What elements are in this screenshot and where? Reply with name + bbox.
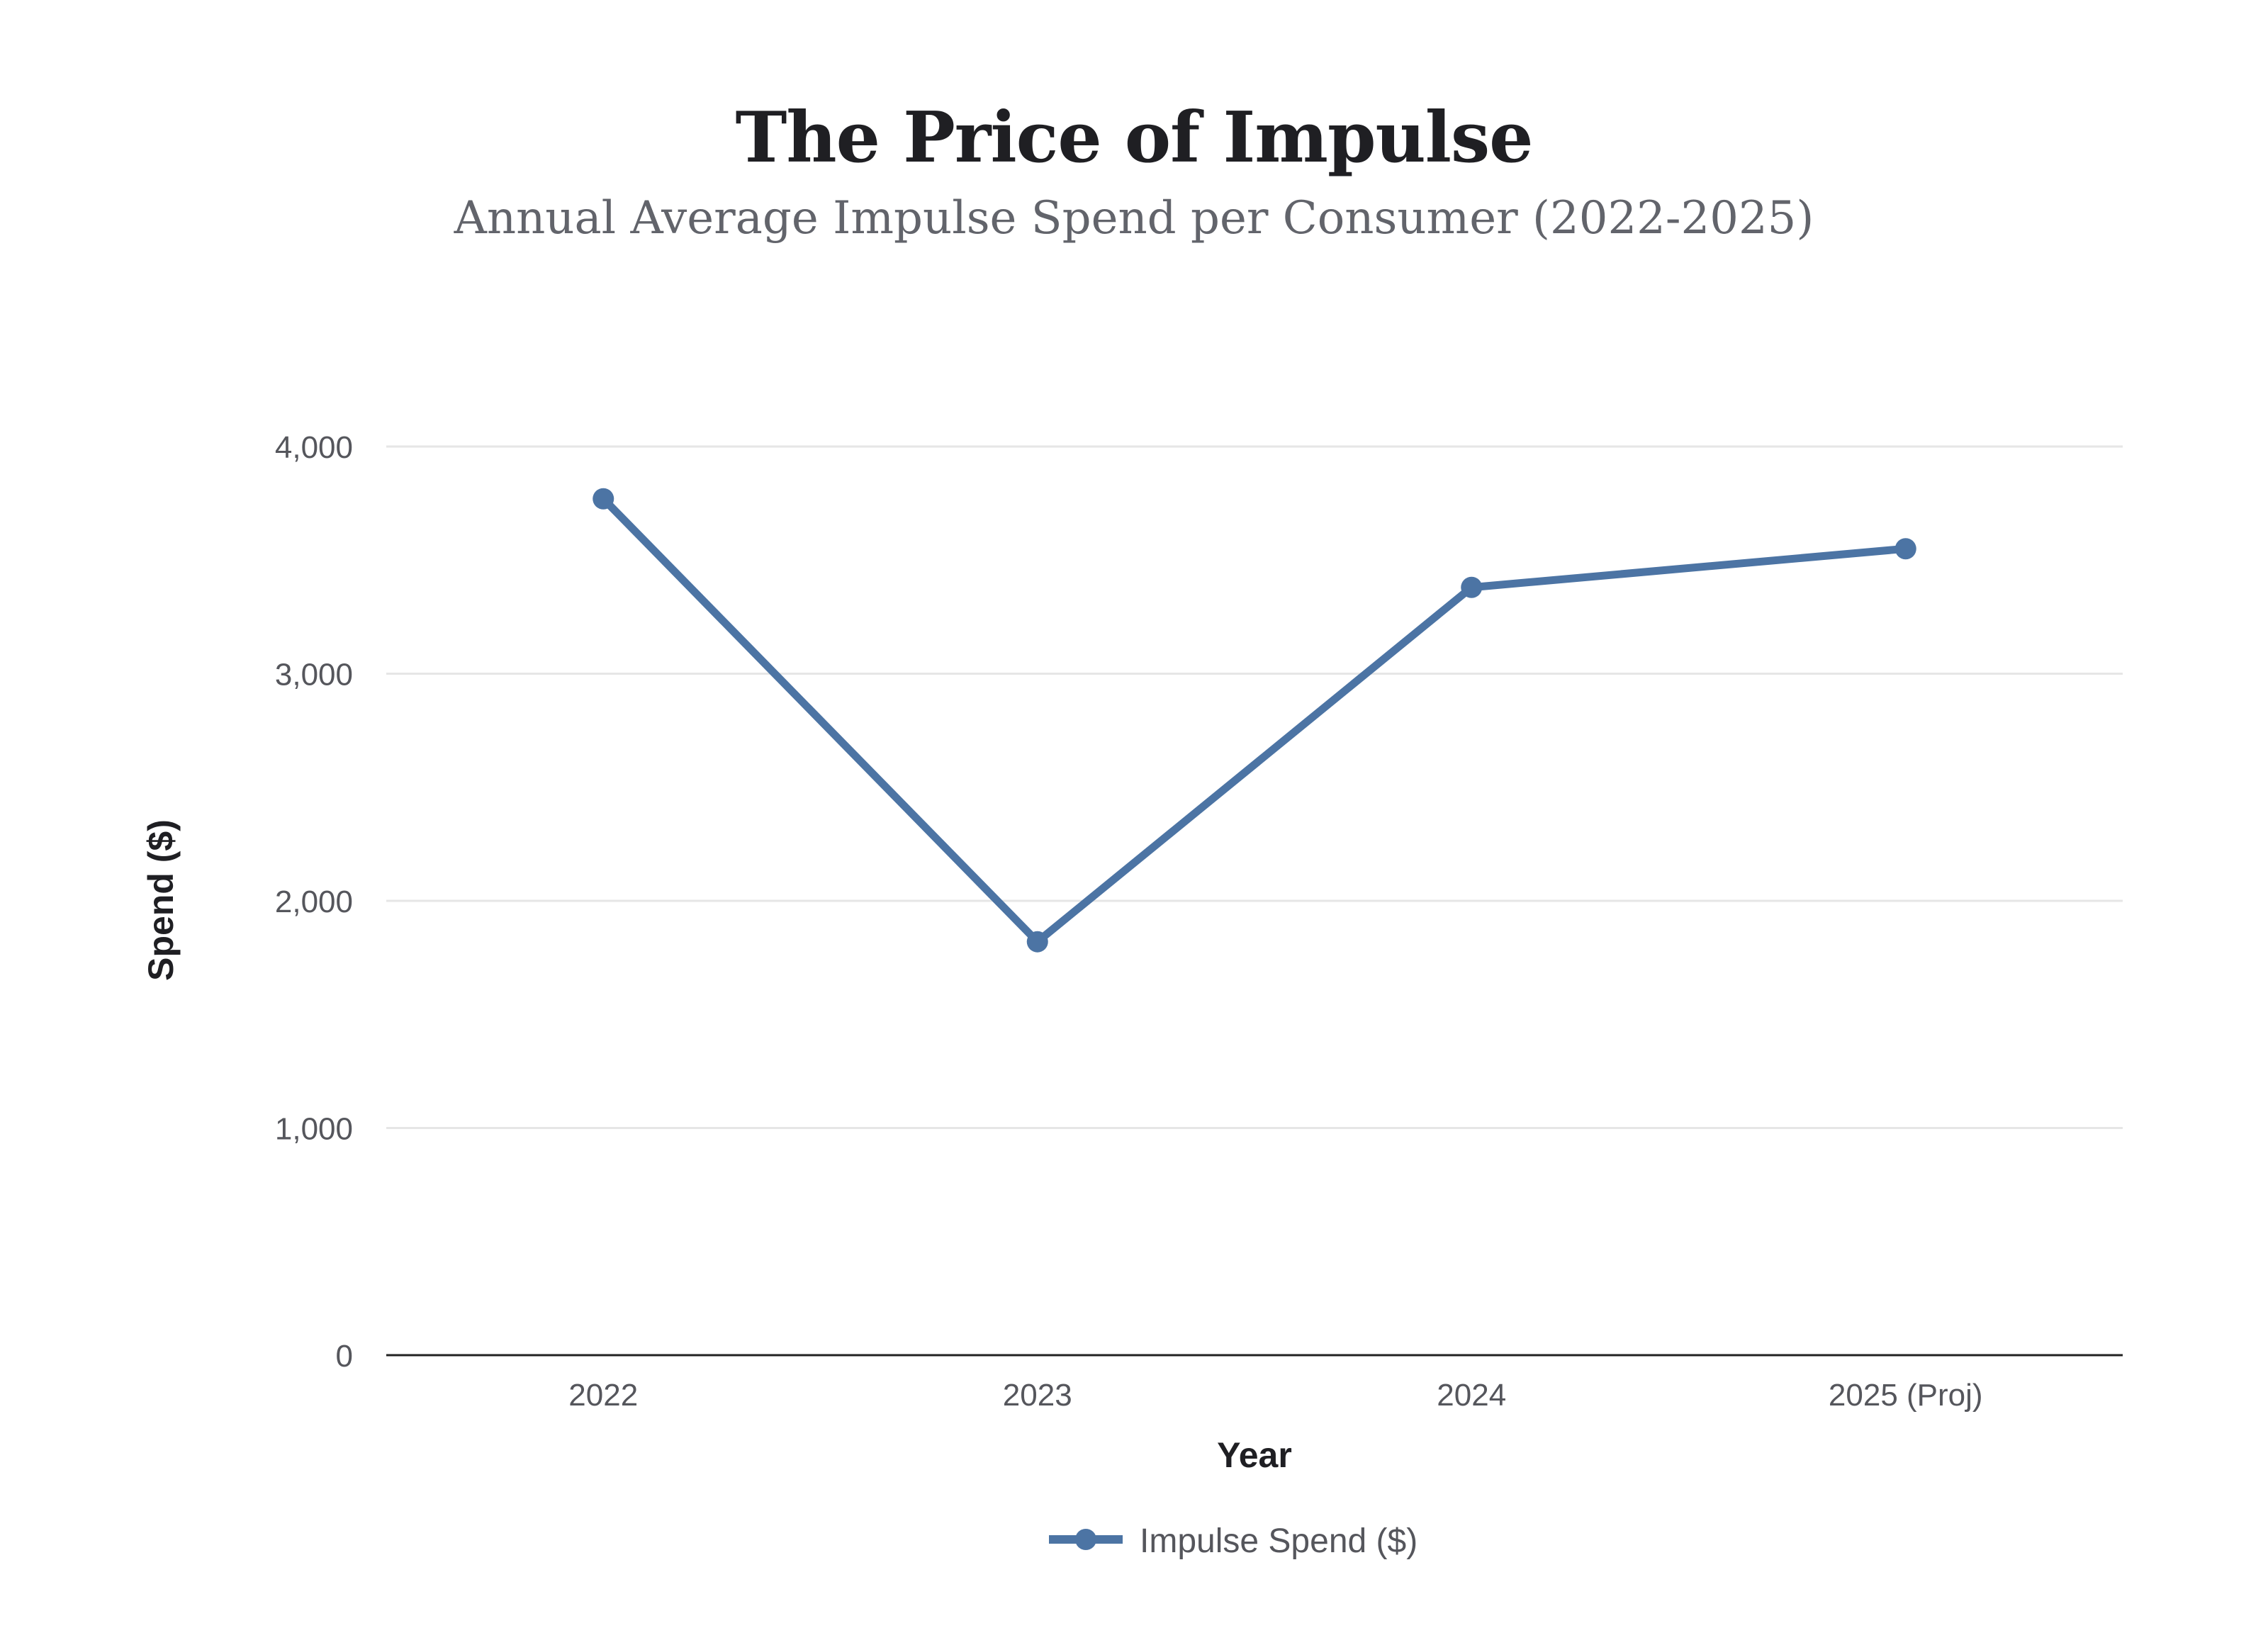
x-tick-label: 2023 — [1003, 1378, 1072, 1413]
axis-labels: Year Spend ($) — [141, 819, 1292, 1475]
x-axis-title: Year — [1217, 1435, 1292, 1475]
axes: 0 1,000 2,000 3,000 4,000 2022 2023 2024 2025 (P… — [275, 430, 2123, 1413]
chart-title: The Price of Impulse — [735, 97, 1533, 179]
legend-swatch-marker — [1075, 1529, 1096, 1550]
legend-label: Impulse Spend ($) — [1140, 1522, 1418, 1560]
legend[interactable]: Impulse Spend ($) — [1049, 1522, 1418, 1560]
y-tick-label: 3,000 — [275, 658, 353, 692]
series-line — [599, 495, 1910, 946]
y-tick-label: 4,000 — [275, 430, 353, 465]
x-tick-label: 2022 — [568, 1378, 638, 1413]
y-tick-label: 2,000 — [275, 885, 353, 919]
data-point[interactable] — [1461, 576, 1483, 598]
data-point[interactable] — [1026, 931, 1048, 953]
data-point[interactable] — [1894, 538, 1916, 560]
y-tick-label: 1,000 — [275, 1112, 353, 1147]
x-tick-label: 2025 (Proj) — [1829, 1378, 1983, 1413]
y-tick-label: 0 — [336, 1339, 353, 1374]
gridlines — [386, 445, 2123, 1129]
y-axis-title: Spend ($) — [141, 819, 181, 981]
series — [593, 488, 1916, 953]
chart-subtitle: Annual Average Impulse Spend per Consume… — [454, 192, 1814, 245]
data-point[interactable] — [593, 488, 614, 510]
x-tick-label: 2024 — [1437, 1378, 1506, 1413]
